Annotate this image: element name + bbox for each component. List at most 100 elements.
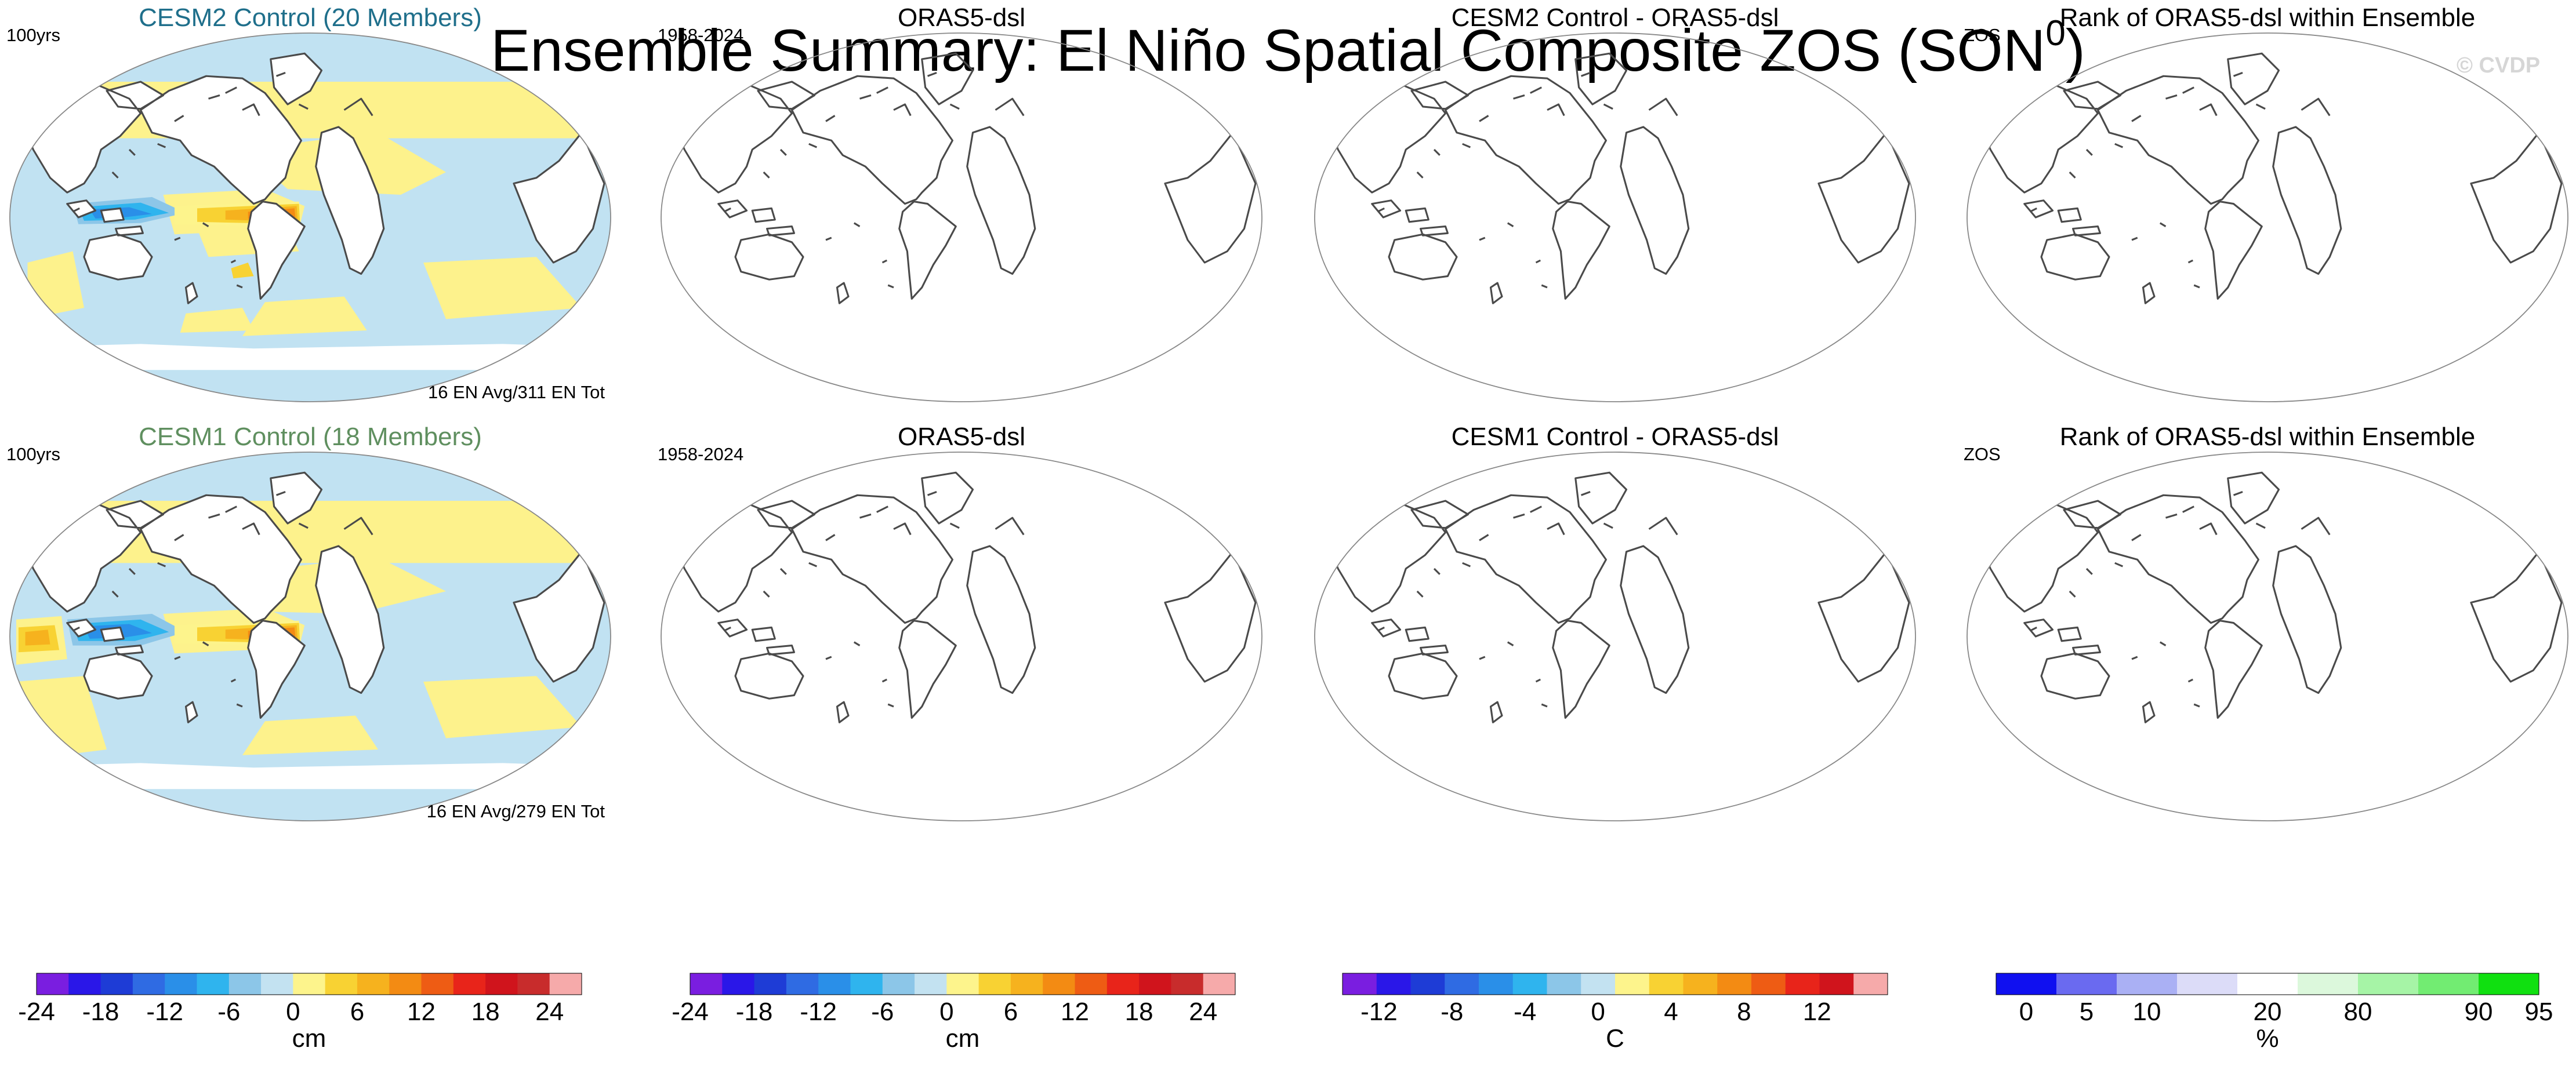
map-rank-top — [1967, 32, 2568, 402]
map-cesm1-control — [9, 452, 611, 821]
colorbar-swatch — [549, 973, 582, 995]
colorbar-tick-label: 90 — [2465, 998, 2493, 1026]
map-oras5-dsl-top — [661, 32, 1262, 402]
colorbar-swatch — [2358, 973, 2419, 995]
colorbar-swatch — [1785, 973, 1820, 995]
map-border — [9, 452, 611, 821]
colorbars: -24 -18 -12 -6 0 6 12 18 24 cm -24 -18 -12 -6 0 6 12 18 24… — [18, 973, 2553, 1053]
colorbar-units: % — [2256, 1024, 2279, 1053]
colorbar-swatch — [1683, 973, 1718, 995]
coastlines — [672, 471, 1257, 723]
colorbar-tick-label: 12 — [1803, 998, 1831, 1026]
colorbar-swatch — [1649, 973, 1684, 995]
colorbar-tick-label: 5 — [2080, 998, 2094, 1026]
watermark: © CVDP — [2457, 53, 2541, 78]
colorbar-swatch — [1203, 973, 1236, 995]
map-border — [1314, 32, 1916, 402]
colorbar-units: cm — [946, 1024, 980, 1053]
colorbar-tick-label: -12 — [146, 998, 183, 1026]
panel-footer: 16 EN Avg/279 EN Tot — [427, 801, 605, 821]
map-border — [1314, 452, 1916, 821]
colorbar-swatch — [1751, 973, 1786, 995]
map-border — [661, 452, 1262, 821]
colorbar-swatch — [100, 973, 133, 995]
colorbar-swatch — [915, 973, 947, 995]
colorbar-swatch — [1171, 973, 1204, 995]
colorbar-tick-label: 20 — [2254, 998, 2282, 1026]
colorbar-tick-label: 18 — [471, 998, 500, 1026]
colorbar-swatch — [1106, 973, 1140, 995]
colorbar-tick-label: 18 — [1125, 998, 1153, 1026]
colorbar-units: cm — [292, 1024, 326, 1053]
panel-title: CESM1 Control (18 Members) — [139, 423, 482, 451]
colorbar-swatch — [1512, 973, 1547, 995]
colorbar-swatch — [850, 973, 883, 995]
panel-title: ORAS5-dsl — [898, 423, 1025, 451]
colorbar-tick-label: -6 — [871, 998, 894, 1026]
colorbar-2: -24 -18 -12 -6 0 6 12 18 24 cm — [672, 973, 1236, 1053]
colorbar-tick-label: -6 — [217, 998, 240, 1026]
colorbar-tick-label: 95 — [2525, 998, 2553, 1026]
colorbar-swatch — [453, 973, 486, 995]
colorbar-4: 051020809095100% — [1996, 973, 2553, 1053]
colorbar-tick-label: 12 — [407, 998, 436, 1026]
colorbar-swatch — [228, 973, 262, 995]
colorbar-swatch — [1819, 973, 1854, 995]
colorbar-tick-label: 0 — [939, 998, 953, 1026]
colorbar-swatch — [1853, 973, 1888, 995]
colorbar-swatch — [882, 973, 915, 995]
map-border — [1967, 452, 2568, 821]
colorbar-tick-label: 4 — [1664, 998, 1678, 1026]
panel-title: Rank of ORAS5-dsl within Ensemble — [2060, 423, 2476, 451]
panel-subtitle-left: 1958-2024 — [658, 25, 743, 45]
colorbar-swatch — [132, 973, 165, 995]
colorbar-swatch — [2117, 973, 2178, 995]
contour-region — [423, 257, 582, 319]
colorbar-swatch — [818, 973, 851, 995]
contour-region — [25, 630, 50, 646]
colorbar-swatch — [1075, 973, 1108, 995]
colorbar-swatch — [2479, 973, 2539, 995]
panel-subtitle-left: 100yrs — [6, 25, 60, 45]
contour-region — [242, 715, 378, 755]
colorbar-swatch — [786, 973, 819, 995]
panel-oras5-dsl-top: ORAS5-dsl 1958-2024 — [658, 3, 1262, 402]
panel-subtitle-left: ZOS — [1964, 444, 2001, 464]
map-border — [1967, 32, 2568, 402]
panel-title: CESM2 Control - ORAS5-dsl — [1452, 3, 1779, 32]
colorbar-swatch — [165, 973, 197, 995]
colorbar-tick-label: -8 — [1441, 998, 1463, 1026]
colorbar-3: -12 -8 -4 0 4 8 12 C — [1342, 973, 1888, 1053]
colorbar-swatch — [485, 973, 518, 995]
colorbar-units: C — [1606, 1024, 1624, 1053]
coastlines — [1978, 52, 2563, 304]
panel-title: ORAS5-dsl — [898, 3, 1025, 32]
colorbar-tick-label: 0 — [2019, 998, 2033, 1026]
figure-title-text: Ensemble Summary: El Niño Spatial Compos… — [491, 17, 2046, 83]
map-cesm2-control — [9, 32, 611, 402]
colorbar-tick-label: 80 — [2344, 998, 2372, 1026]
colorbar-swatch — [1547, 973, 1581, 995]
colorbar-swatch — [2056, 973, 2117, 995]
colorbar-tick-label: 24 — [535, 998, 564, 1026]
colorbar-swatch — [2237, 973, 2298, 995]
colorbar-swatch — [722, 973, 755, 995]
colorbar-swatch — [1043, 973, 1076, 995]
colorbar-tick-label: -12 — [1360, 998, 1398, 1026]
contour-region — [242, 296, 367, 336]
colorbar-tick-label: 0 — [286, 998, 300, 1026]
colorbar-swatch — [1615, 973, 1650, 995]
colorbar-tick-label: 24 — [1189, 998, 1217, 1026]
colorbar-swatch — [2418, 973, 2479, 995]
colorbar-swatch — [1376, 973, 1411, 995]
map-oras5-dsl-bottom — [661, 452, 1262, 821]
colorbar-swatch — [1010, 973, 1043, 995]
colorbar-swatch — [357, 973, 390, 995]
panel-rank-top: Rank of ORAS5-dsl within Ensemble ZOS — [1964, 3, 2568, 402]
colorbar-tick-label: 6 — [1004, 998, 1018, 1026]
colorbar-tick-label: -12 — [800, 998, 837, 1026]
colorbar-swatch — [1479, 973, 1514, 995]
colorbar-swatch — [1717, 973, 1752, 995]
colorbar-swatch — [1139, 973, 1171, 995]
